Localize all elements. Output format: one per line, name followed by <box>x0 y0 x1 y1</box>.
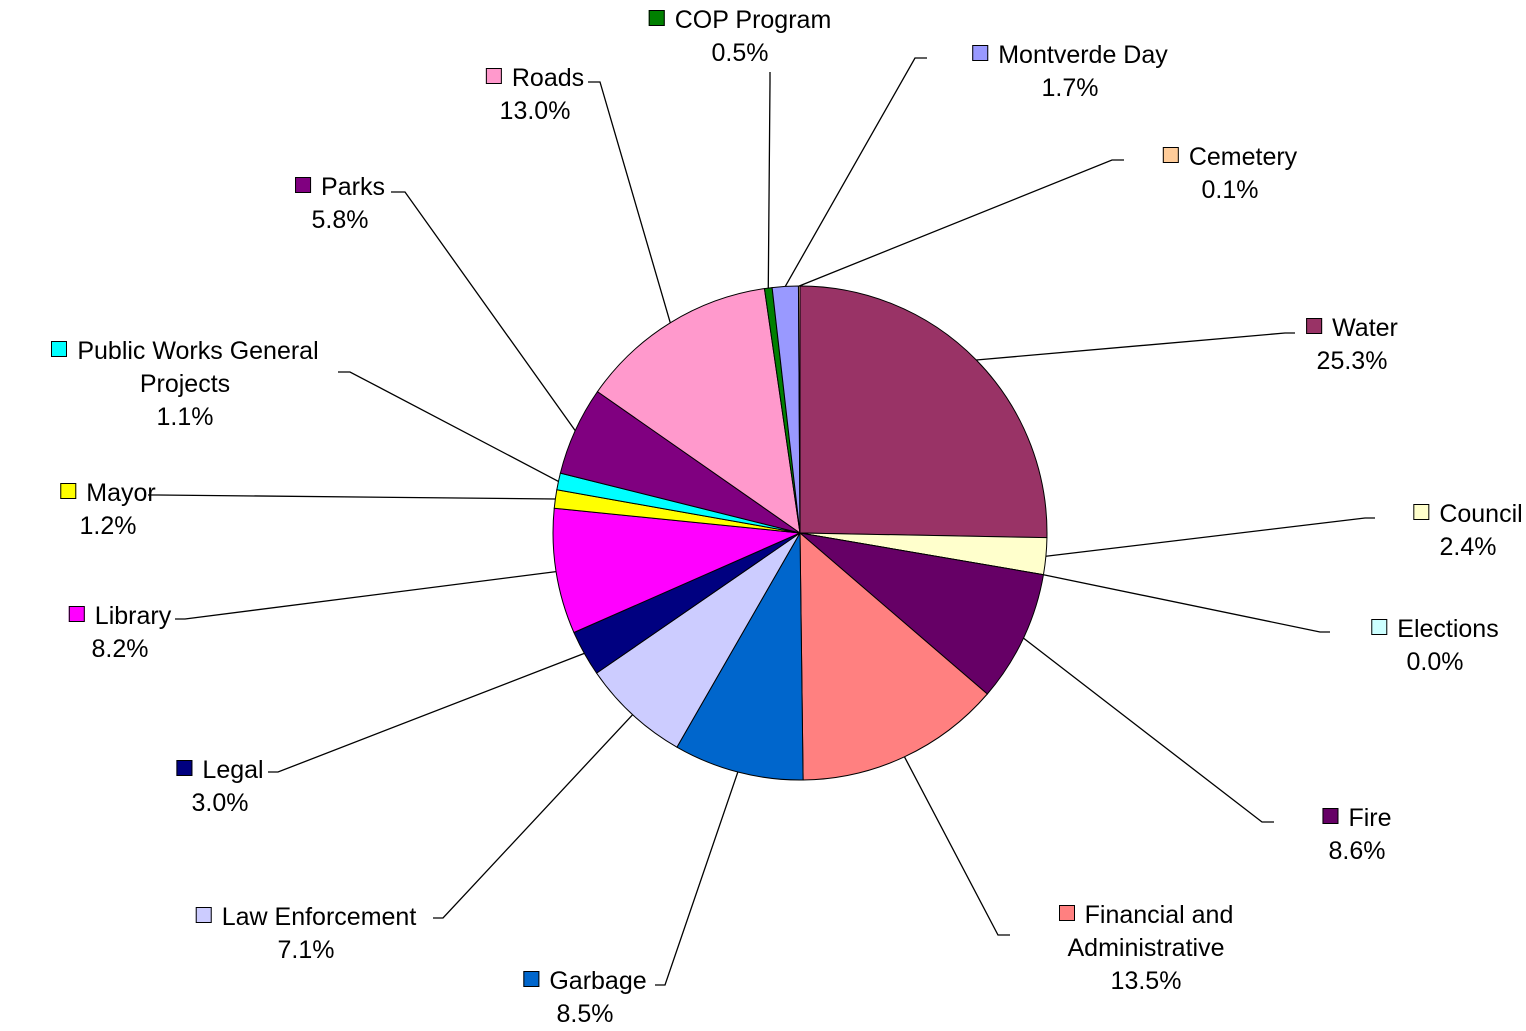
legend-swatch <box>485 68 502 84</box>
value-label: 13.5% <box>1110 967 1182 995</box>
value-label: 2.4% <box>1439 533 1497 561</box>
data-label: Legal 3.0% <box>176 754 264 820</box>
pie-slice <box>595 532 801 748</box>
data-label: Elections 0.0% <box>1371 613 1499 679</box>
pie-slice <box>676 531 804 781</box>
category-label: Cemetery <box>1188 143 1298 171</box>
category-label: COP Program <box>674 6 832 34</box>
pie-slice <box>799 531 989 781</box>
value-label: 0.5% <box>711 39 769 67</box>
legend-swatch <box>295 177 312 193</box>
value-label: 1.1% <box>156 403 214 431</box>
legend-swatch <box>51 341 68 357</box>
data-label: Financial and Administrative 13.5% <box>1031 899 1261 998</box>
leader-line <box>655 771 739 986</box>
value-label: 8.6% <box>1328 837 1386 865</box>
pie-slice <box>596 288 801 535</box>
value-label: 0.1% <box>1201 176 1259 204</box>
value-label: 25.3% <box>1316 347 1388 375</box>
category-label: Financial and Administrative <box>1067 901 1234 962</box>
category-label: Garbage <box>549 967 647 995</box>
data-label: Water 25.3% <box>1306 312 1398 378</box>
data-label: Library 8.2% <box>68 600 172 666</box>
legend-swatch <box>972 45 989 61</box>
value-label: 13.0% <box>499 97 571 125</box>
category-label: Council <box>1439 500 1523 528</box>
leader-line <box>433 714 634 919</box>
category-label: Elections <box>1397 615 1499 643</box>
legend-swatch <box>523 971 540 987</box>
data-label: Public Works General Projects 1.1% <box>20 335 350 434</box>
category-label: Water <box>1332 314 1398 342</box>
data-label: Montverde Day 1.7% <box>972 39 1168 105</box>
leader-line <box>1023 637 1274 823</box>
leader-line <box>338 371 559 482</box>
legend-swatch <box>176 760 193 776</box>
data-label: COP Program 0.5% <box>648 4 832 70</box>
pie-slice <box>798 532 1045 695</box>
category-label: Law Enforcement <box>221 903 417 931</box>
leader-line <box>1043 574 1330 633</box>
legend-swatch <box>68 606 85 622</box>
legend-swatch <box>1306 318 1323 334</box>
data-label: Mayor 1.2% <box>60 477 156 543</box>
legend-swatch <box>648 10 665 26</box>
legend-swatch <box>195 907 212 923</box>
value-label: 5.8% <box>311 206 369 234</box>
legend-swatch <box>60 483 77 499</box>
data-label: Parks 5.8% <box>295 171 385 237</box>
value-label: 8.2% <box>91 635 149 663</box>
leader-line <box>268 652 585 773</box>
category-label: Parks <box>321 173 385 201</box>
leader-line <box>784 57 927 287</box>
legend-swatch <box>1371 619 1388 635</box>
legend-swatch <box>1162 147 1179 163</box>
value-label: 0.0% <box>1406 648 1464 676</box>
data-label: Law Enforcement 7.1% <box>195 901 417 967</box>
leader-line <box>391 191 576 432</box>
leader-line <box>1045 517 1375 557</box>
category-label: Mayor <box>86 479 156 507</box>
leader-line <box>767 72 771 289</box>
leader-line <box>976 332 1295 361</box>
value-label: 7.1% <box>277 936 335 964</box>
category-label: Fire <box>1348 804 1392 832</box>
category-label: Public Works General Projects <box>77 337 319 398</box>
value-label: 3.0% <box>191 789 249 817</box>
data-label: Roads 13.0% <box>485 62 585 128</box>
data-label: Council 2.4% <box>1413 498 1523 564</box>
category-label: Legal <box>202 756 264 784</box>
pie-slice <box>799 285 1048 539</box>
value-label: 1.2% <box>79 512 137 540</box>
category-label: Montverde Day <box>998 41 1168 69</box>
leader-line <box>588 81 671 323</box>
category-label: Library <box>94 602 172 630</box>
data-label: Fire 8.6% <box>1322 802 1392 868</box>
leader-line <box>903 756 1010 936</box>
legend-swatch <box>1322 808 1339 824</box>
value-label: 1.7% <box>1041 74 1099 102</box>
value-label: 8.5% <box>556 1000 614 1028</box>
category-label: Roads <box>511 64 585 92</box>
leader-line <box>148 494 556 500</box>
leader-line <box>798 159 1124 287</box>
legend-swatch <box>1413 504 1430 520</box>
data-label: Garbage 8.5% <box>523 965 647 1031</box>
leader-line <box>175 570 557 620</box>
legend-swatch <box>1058 905 1075 921</box>
data-label: Cemetery 0.1% <box>1162 141 1298 207</box>
